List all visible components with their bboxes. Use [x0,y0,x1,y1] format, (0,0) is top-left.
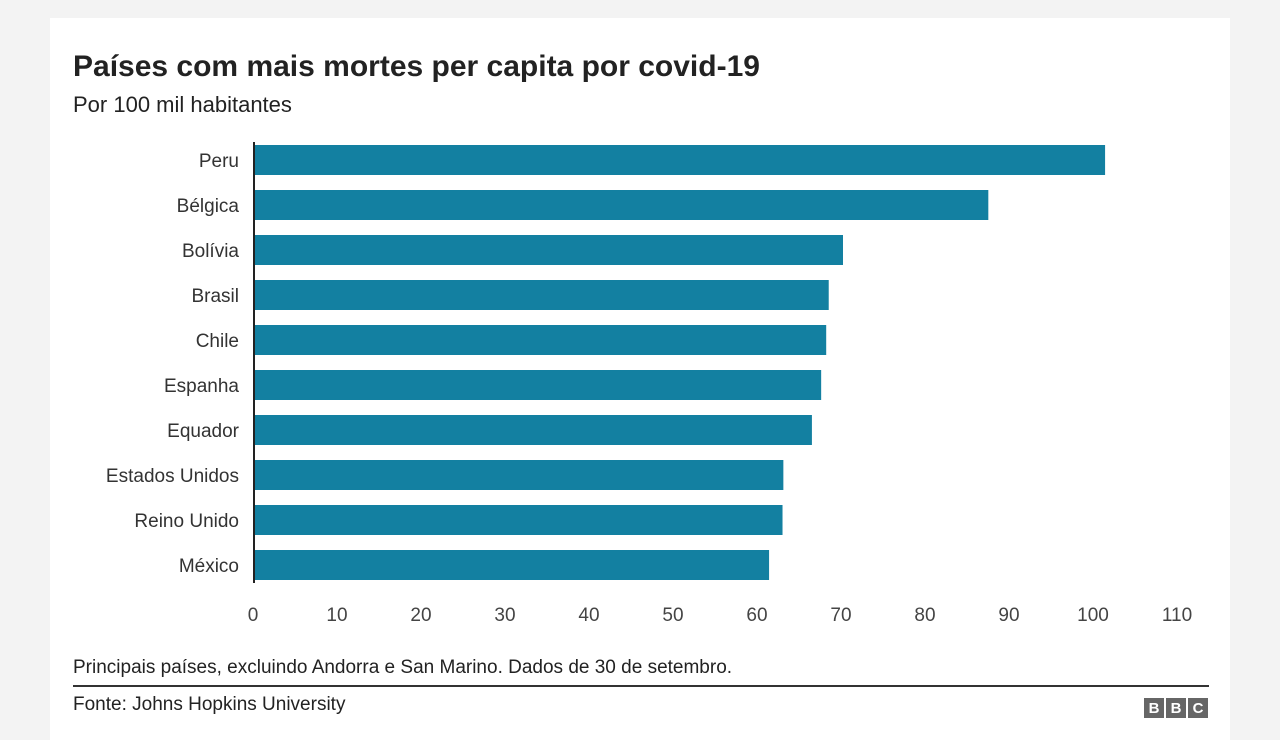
bar [255,550,770,580]
bar [255,460,784,490]
x-tick-label: 100 [1077,605,1109,626]
x-tick-label: 60 [746,605,767,626]
chart-note: Principais países, excluindo Andorra e S… [73,657,733,678]
x-tick-label: 110 [1162,605,1192,626]
category-label: Brasil [191,286,239,307]
x-tick-label: 80 [914,605,935,626]
x-tick-label: 10 [326,605,347,626]
category-label: Peru [199,151,239,172]
source-text: Fonte: Johns Hopkins University [73,694,346,715]
category-label: Espanha [164,376,239,397]
bar [255,415,812,445]
category-label: México [179,556,239,577]
bar [255,280,829,310]
logo-letter: B [1144,698,1164,718]
category-label: Bélgica [177,196,240,217]
x-tick-label: 0 [248,605,259,626]
bbc-logo: B B C [1144,698,1208,718]
logo-letter: B [1166,698,1186,718]
bar [255,235,843,265]
bar [255,145,1106,175]
logo-letter: C [1188,698,1208,718]
category-label: Equador [167,421,240,442]
divider [73,685,1209,687]
category-label: Reino Unido [134,511,239,532]
bar [255,505,783,535]
x-tick-label: 20 [410,605,431,626]
chart-subtitle: Por 100 mil habitantes [73,92,292,117]
category-label: Chile [196,331,239,352]
x-tick-label: 90 [998,605,1019,626]
bar [255,325,827,355]
chart-title: Países com mais mortes per capita por co… [73,50,760,83]
category-label: Bolívia [182,241,239,262]
x-tick-label: 50 [662,605,683,626]
bar [255,190,989,220]
x-tick-label: 40 [578,605,599,626]
x-tick-label: 30 [494,605,515,626]
category-label: Estados Unidos [106,466,239,487]
x-tick-label: 70 [830,605,851,626]
bar [255,370,822,400]
